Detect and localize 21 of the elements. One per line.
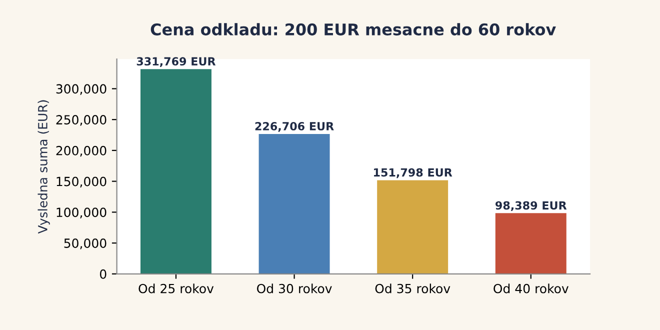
bar [377,180,448,274]
bar [495,213,566,274]
bar [258,134,330,274]
x-tick-label: Od 25 rokov [138,284,214,294]
y-tick-label: 50,000 [64,238,106,250]
chart-title: Cena odkladu: 200 EUR mesacne do 60 rokov [150,23,556,36]
x-tick-label: Od 30 rokov [256,284,332,294]
bar [140,69,212,274]
x-tick-label: Od 35 rokov [375,284,450,294]
y-tick-label: 150,000 [56,176,106,188]
y-tick-label: 0 [100,269,106,279]
y-tick-label: 100,000 [56,208,106,218]
data-label: 331,769 EUR [136,57,216,67]
data-label: 151,798 EUR [374,168,452,178]
y-tick-label: 200,000 [56,146,106,157]
data-label: 226,706 EUR [255,122,334,132]
y-tick-label: 300,000 [56,84,106,95]
y-axis-title: Vysledna suma (EUR) [38,100,50,234]
y-tick-label: 250,000 [56,115,106,126]
x-tick-label: Od 40 rokov [494,284,568,294]
data-label: 98,389 EUR [496,201,567,212]
